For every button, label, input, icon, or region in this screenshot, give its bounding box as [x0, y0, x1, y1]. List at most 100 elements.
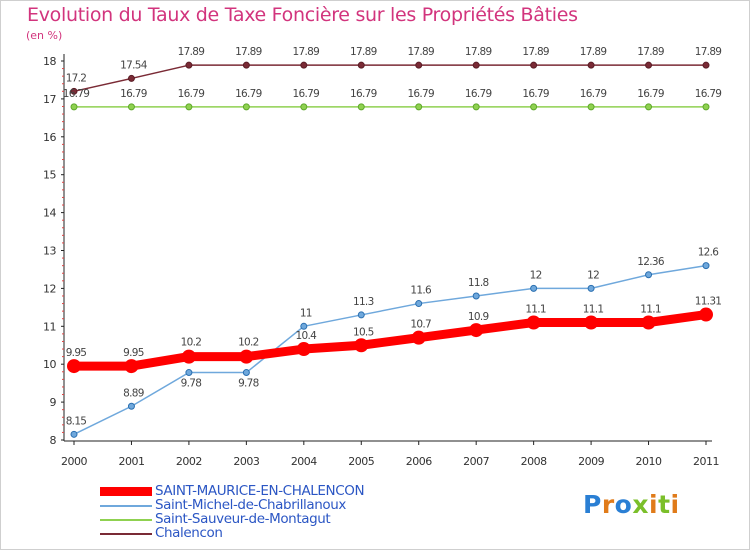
- data-point: [357, 103, 365, 111]
- data-label: 9.78: [238, 378, 259, 390]
- data-label: 16.79: [178, 88, 205, 100]
- data-point: [242, 61, 250, 69]
- data-point: [415, 61, 423, 69]
- logo-letter: i: [649, 490, 659, 519]
- data-label: 17.89: [235, 46, 262, 58]
- data-label: 12.6: [698, 247, 720, 259]
- legend-label: SAINT-MAURICE-EN-CHALENCON: [155, 483, 365, 499]
- data-point: [300, 103, 308, 111]
- data-label: 16.79: [407, 88, 434, 100]
- data-point: [645, 103, 653, 111]
- data-point: [702, 262, 710, 270]
- data-point: [185, 369, 193, 377]
- data-label: 16.79: [522, 88, 549, 100]
- data-label: 12: [530, 269, 542, 281]
- data-label: 11: [300, 307, 312, 319]
- y-tick-label: 13: [43, 245, 56, 258]
- data-label: 10.2: [238, 337, 259, 349]
- data-label: 10.4: [296, 330, 318, 342]
- data-point: [300, 61, 308, 69]
- logo-letter: P: [583, 490, 602, 519]
- data-label: 10.9: [468, 311, 489, 323]
- data-label: 10.7: [410, 319, 431, 331]
- data-point: [67, 359, 81, 374]
- data-label: 11.8: [468, 277, 489, 289]
- logo-letter: i: [670, 490, 680, 519]
- data-point: [702, 61, 710, 69]
- data-point: [530, 103, 538, 111]
- y-tick-label: 15: [43, 169, 56, 182]
- proxiti-logo: Proxiti: [583, 490, 680, 519]
- x-tick-label: 2000: [61, 455, 87, 468]
- data-point: [415, 300, 423, 308]
- data-point: [584, 315, 599, 330]
- data-point: [411, 330, 426, 345]
- x-tick-label: 2001: [118, 455, 144, 468]
- data-point: [296, 342, 311, 357]
- data-label: 16.79: [293, 88, 320, 100]
- data-label: 17.89: [293, 46, 320, 58]
- data-point: [415, 103, 423, 111]
- data-label: 16.79: [235, 88, 262, 100]
- data-label: 16.79: [120, 88, 147, 100]
- data-point: [70, 87, 78, 95]
- data-point: [185, 103, 193, 111]
- data-point: [587, 284, 595, 292]
- data-point: [242, 369, 250, 377]
- data-label: 11.1: [525, 304, 546, 316]
- data-point: [357, 311, 365, 319]
- x-tick-label: 2006: [406, 455, 432, 468]
- data-point: [300, 322, 308, 330]
- series-line: [73, 64, 706, 93]
- data-label: 11.3: [353, 296, 374, 308]
- data-point: [357, 61, 365, 69]
- data-point: [185, 61, 193, 69]
- data-point: [472, 103, 480, 111]
- x-tick-label: 2007: [463, 455, 489, 468]
- y-tick-label: 9: [50, 396, 57, 409]
- data-label: 11.6: [410, 285, 432, 297]
- unit-label: (en %): [26, 29, 63, 42]
- data-point: [587, 103, 595, 111]
- legend-swatch: [100, 519, 152, 521]
- x-tick-label: 2004: [291, 455, 317, 468]
- y-tick-label: 11: [43, 320, 56, 333]
- data-label: 9.95: [123, 347, 144, 359]
- data-point: [242, 103, 250, 111]
- legend-label: Saint-Michel-de-Chabrillanoux: [155, 497, 347, 513]
- data-point: [124, 359, 139, 374]
- data-label: 16.79: [695, 88, 722, 100]
- data-label: 17.89: [350, 46, 377, 58]
- data-label: 10.2: [181, 337, 202, 349]
- y-tick-label: 14: [43, 207, 56, 220]
- x-tick-label: 2010: [636, 455, 662, 468]
- data-point: [239, 349, 254, 364]
- data-point: [645, 271, 653, 279]
- data-label: 16.79: [350, 88, 377, 100]
- data-point: [70, 430, 78, 438]
- data-point: [530, 284, 538, 292]
- series-line: [73, 264, 707, 435]
- data-point: [70, 103, 78, 111]
- data-point: [127, 402, 135, 410]
- x-tick-label: 2002: [176, 455, 202, 468]
- logo-letter: x: [632, 490, 649, 519]
- y-tick-label: 8: [50, 434, 57, 447]
- data-label: 16.79: [63, 88, 90, 100]
- data-label: 17.2: [66, 72, 87, 84]
- data-label: 16.79: [465, 88, 492, 100]
- data-label: 17.89: [637, 46, 664, 58]
- data-label: 10.5: [353, 326, 374, 338]
- data-label: 8.15: [66, 415, 87, 427]
- data-point: [472, 61, 480, 69]
- data-label: 11.31: [695, 296, 722, 308]
- logo-letter: t: [658, 490, 671, 519]
- chart-title: Evolution du Taux de Taxe Foncière sur l…: [27, 4, 578, 26]
- y-tick-label: 10: [43, 358, 56, 371]
- data-point: [702, 103, 710, 111]
- data-label: 17.54: [120, 59, 148, 71]
- data-point: [530, 61, 538, 69]
- legend-label: Saint-Sauveur-de-Montagut: [155, 511, 331, 527]
- data-point: [526, 315, 541, 330]
- x-tick-label: 2009: [578, 455, 604, 468]
